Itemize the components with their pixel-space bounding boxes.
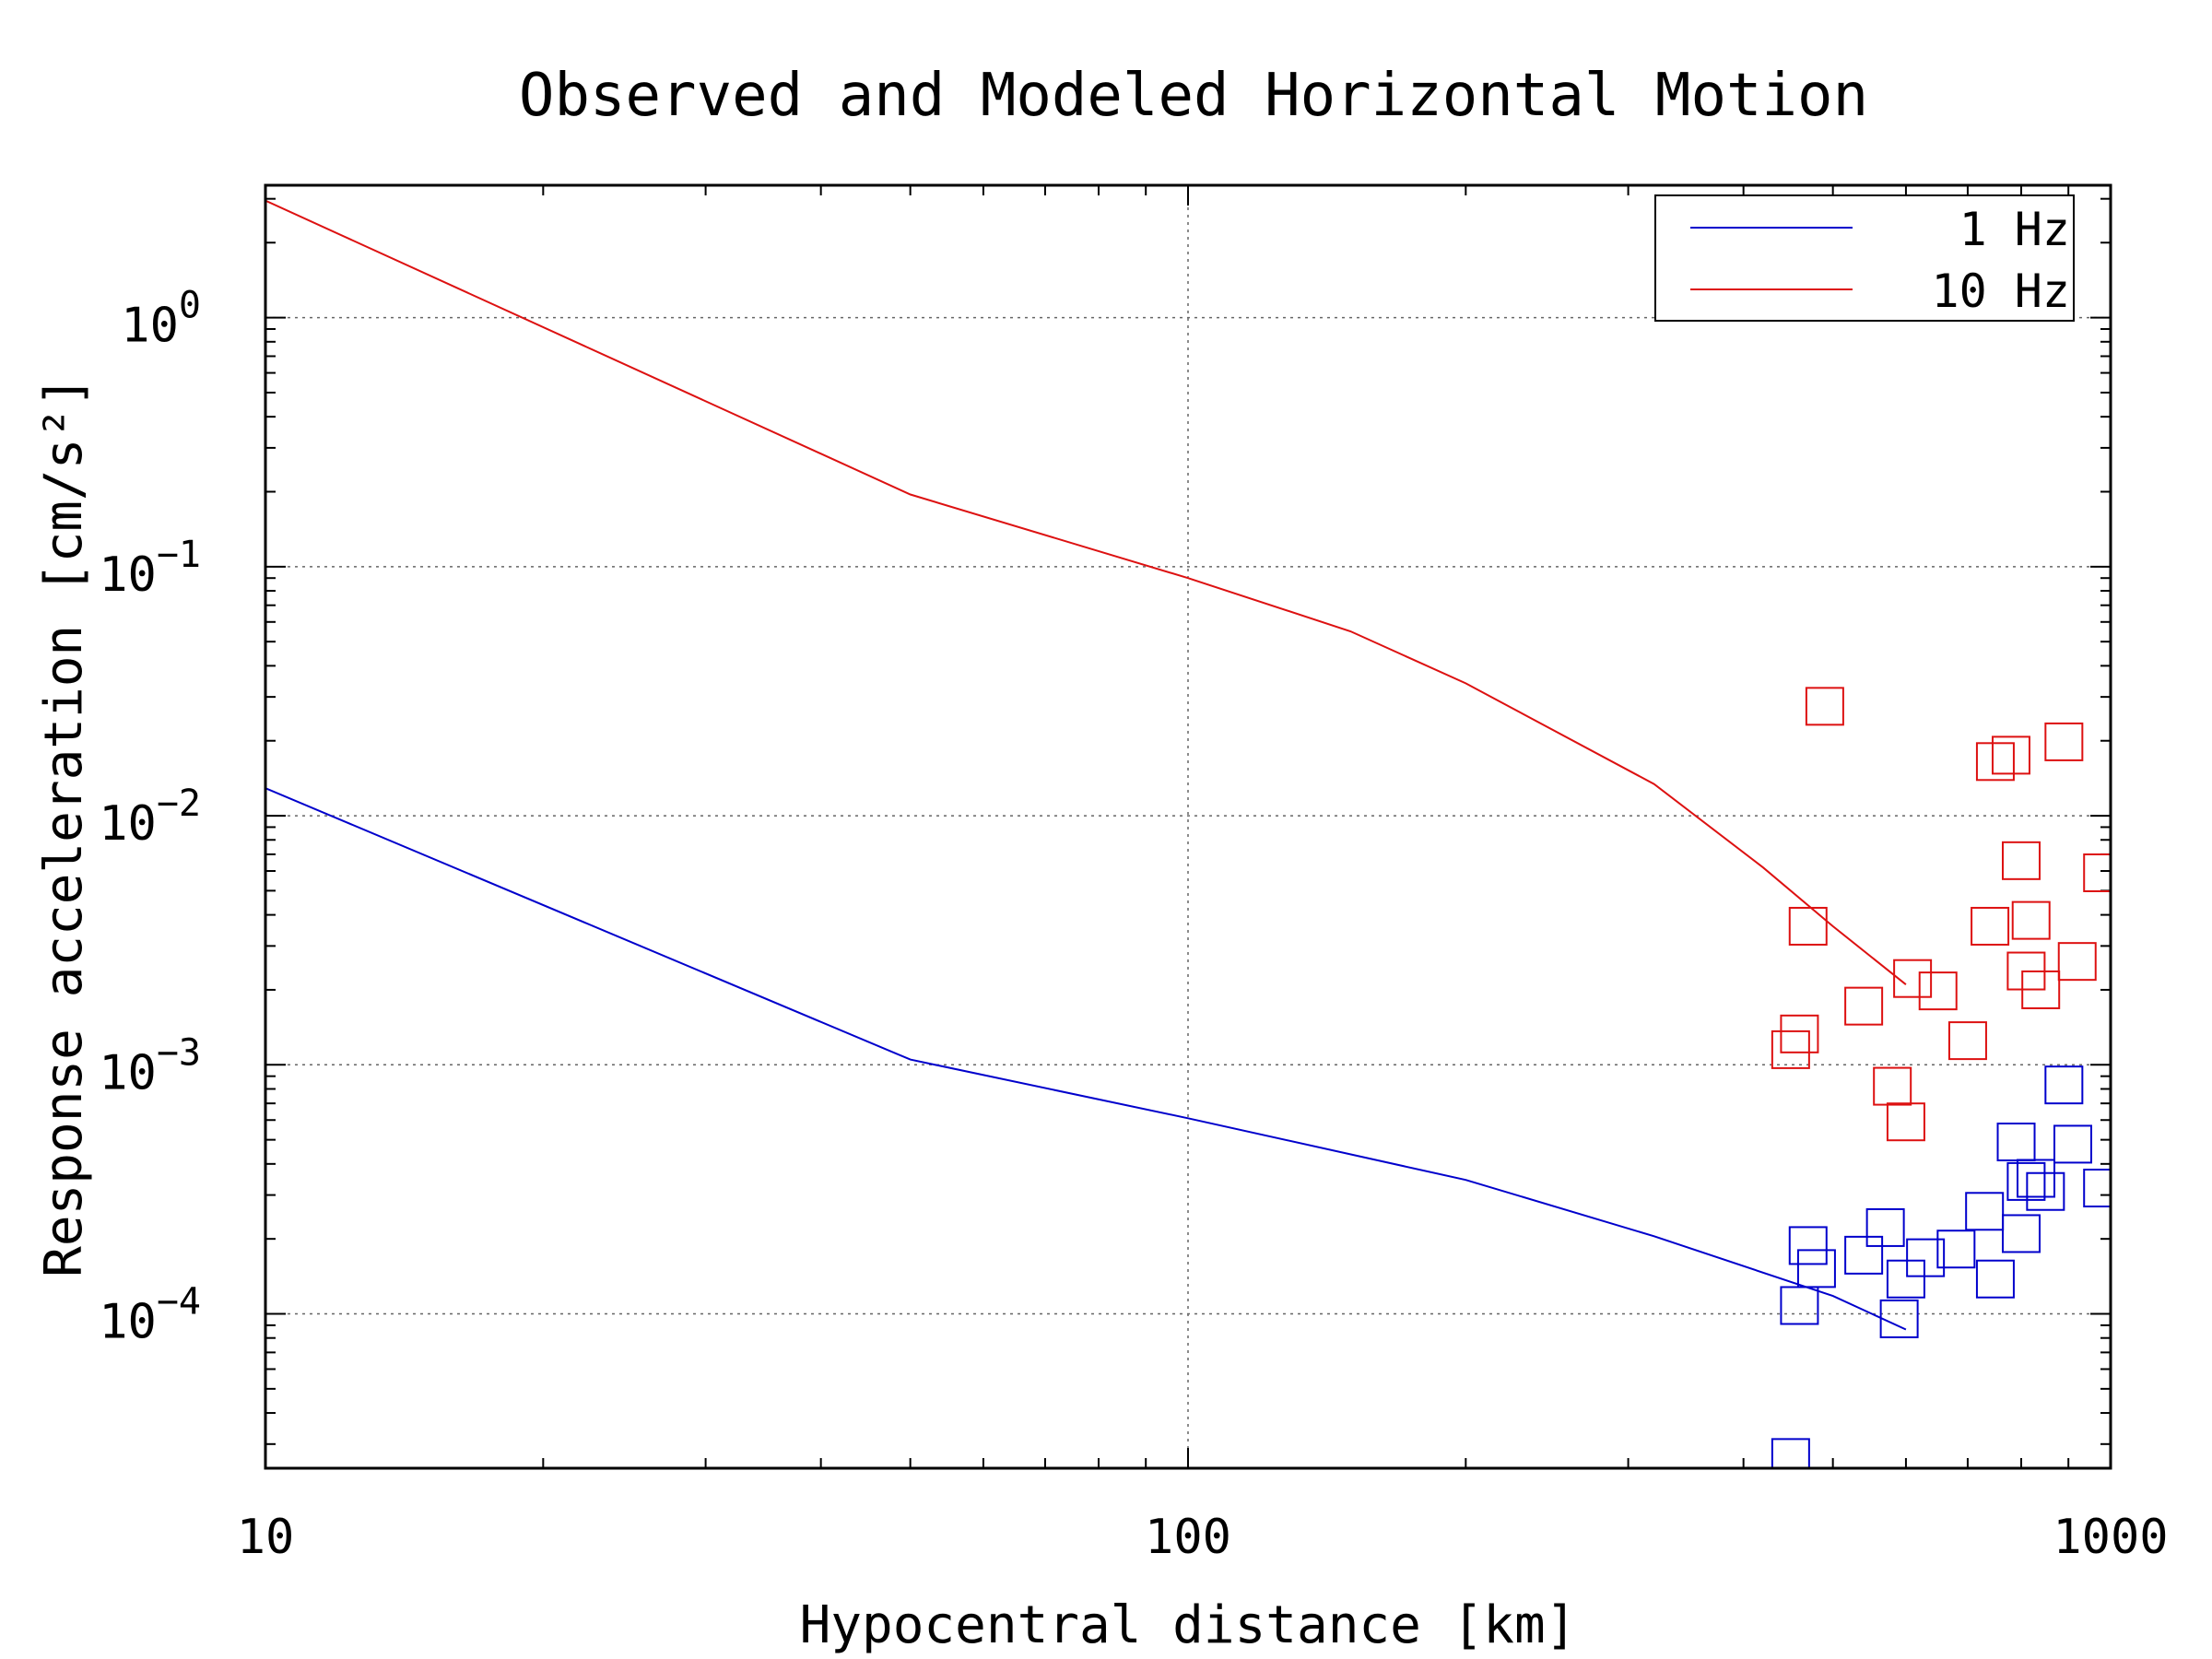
data-point-10hz — [1771, 1030, 1810, 1069]
plot-frame — [264, 183, 2112, 1470]
legend-box — [1654, 194, 2075, 322]
x-tick-label: 1000 — [2053, 1510, 2168, 1565]
data-point-1hz — [1879, 1299, 1919, 1338]
data-point-10hz — [1805, 687, 1844, 726]
data-point-10hz — [1844, 986, 1884, 1026]
axis-ticks — [265, 185, 2111, 1468]
data-point-1hz — [1788, 1226, 1828, 1265]
data-point-1hz — [2001, 1214, 2041, 1253]
x-tick-labels: 10 100 1000 — [237, 1510, 2169, 1565]
data-point-10hz — [1893, 959, 1933, 998]
data-point-10hz — [1918, 971, 1958, 1011]
y-tick-label: 10−4 — [99, 1281, 201, 1350]
series-line-10hz — [265, 199, 1907, 985]
data-point-1hz — [1844, 1235, 1884, 1275]
data-point-1hz — [1771, 1438, 1810, 1468]
y-tick-labels: 100 10−1 10−2 10−3 10−4 — [99, 285, 201, 1350]
grid — [265, 185, 2111, 1468]
data-point-1hz — [2053, 1124, 2093, 1164]
data-point-1hz — [1886, 1259, 1925, 1299]
series-line-1hz — [265, 787, 1907, 1331]
data-point-10hz — [2001, 841, 2041, 880]
data-point-10hz — [1947, 1021, 1987, 1061]
y-tick-label: 10−2 — [99, 782, 201, 852]
x-tick-label: 10 — [237, 1510, 295, 1565]
y-tick-label: 10−3 — [99, 1031, 201, 1100]
data-point-1hz — [2026, 1171, 2065, 1211]
data-point-1hz — [1780, 1286, 1819, 1325]
data-point-10hz — [1971, 906, 2010, 946]
chart-title: Observed and Modeled Horizontal Motion — [519, 62, 1868, 130]
data-point-1hz — [1975, 1259, 2015, 1299]
data-point-10hz — [1886, 1102, 1925, 1142]
x-tick-label: 100 — [1145, 1510, 1231, 1565]
data-point-1hz — [2083, 1169, 2111, 1208]
x-axis-label: Hypocentral distance [km] — [800, 1595, 1577, 1655]
data-point-1hz — [1865, 1207, 1905, 1247]
data-point-1hz — [1796, 1249, 1836, 1288]
data-point-1hz — [1906, 1238, 1946, 1277]
data-point-10hz — [1788, 906, 1828, 946]
y-tick-label: 10−1 — [99, 534, 201, 603]
data-point-1hz — [2016, 1159, 2055, 1198]
y-axis-label: Response acceleration [cm/s²] — [34, 376, 94, 1277]
data-point-10hz — [1975, 742, 2015, 782]
data-point-10hz — [1991, 735, 2030, 775]
y-tick-label: 100 — [121, 285, 201, 354]
data-point-10hz — [2083, 853, 2111, 892]
data-point-1hz — [1936, 1230, 1976, 1269]
data-point-10hz — [2044, 722, 2084, 761]
legend: 1 Hz 10 Hz — [1654, 194, 2075, 322]
data-point-1hz — [1996, 1123, 2036, 1162]
data-point-1hz — [1965, 1192, 2005, 1231]
data-point-10hz — [2011, 900, 2051, 940]
data-point-10hz — [2021, 970, 2061, 1009]
data-point-10hz — [2057, 942, 2097, 982]
data-point-1hz — [2044, 1065, 2084, 1105]
data-point-10hz — [1873, 1066, 1912, 1106]
legend-label-1hz: 1 Hz — [1959, 203, 2070, 256]
data-point-10hz — [1780, 1014, 1819, 1053]
legend-label-10hz: 10 Hz — [1931, 265, 2070, 318]
series-group — [265, 199, 2111, 1468]
